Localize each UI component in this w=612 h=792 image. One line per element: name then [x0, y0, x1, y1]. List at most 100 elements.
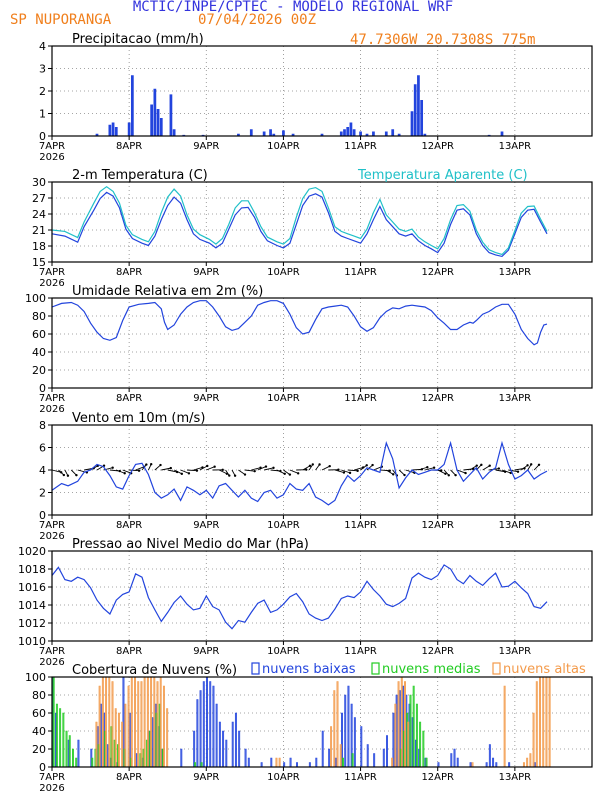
pressure-xtick-label: 7APR	[39, 646, 65, 657]
clouds-ytick-label: 40	[32, 725, 46, 738]
cloud-bar-high	[391, 757, 394, 768]
cloud-bar-low	[437, 762, 440, 768]
clouds-panel: 0 20 40 60 80 100 7APR 8APR 9APR 10APR 11APR 12APR 1…	[25, 662, 593, 792]
cloud-bar-high	[407, 721, 410, 768]
precip-bar	[108, 124, 112, 136]
precip-bar	[391, 129, 395, 136]
precip-bar	[291, 133, 295, 136]
precip-bar	[111, 122, 115, 136]
wind-arrow	[135, 466, 145, 471]
cloud-bar-mid	[68, 735, 71, 768]
cloud-bar-high	[98, 685, 101, 768]
cloud-bar-high	[143, 676, 146, 768]
precip-ytick-label: 0	[39, 130, 46, 143]
wind-arrow	[129, 469, 140, 472]
wind-arrow-head	[305, 468, 308, 471]
wind-arrow-head	[403, 473, 406, 477]
cloud-legend-swatch-mid	[371, 662, 380, 675]
wind-arrow	[167, 469, 178, 473]
precip-ytick-label: 4	[39, 40, 46, 53]
cloud-bar-mid	[425, 757, 428, 768]
wind-arrow-head	[187, 472, 191, 475]
wind-arrow	[341, 469, 351, 474]
pressure-ytick-label: 1014	[18, 599, 46, 612]
wind-arrow-head	[480, 463, 483, 467]
cloud-bar-high	[159, 676, 162, 768]
cloud-bar-high	[275, 757, 278, 768]
wind-arrow-head	[464, 471, 467, 475]
rh-panel: 0 20 40 60 80 100 7APR 8APR 9APR 10APR 11APR 12APR 1…	[25, 284, 593, 415]
pressure-xtick-label: 8APR	[116, 646, 142, 657]
cloud-bar-mid	[412, 685, 415, 768]
cloud-bar-high	[127, 685, 130, 768]
precip-bar	[423, 133, 427, 136]
cloud-bar-low	[206, 676, 208, 768]
precip-title: Precipitacao (mm/h)	[72, 32, 204, 47]
wind-arrow	[437, 469, 446, 475]
wind-title: Vento em 10m (m/s)	[72, 411, 205, 426]
rh-xtick-label: 11APR	[344, 393, 377, 404]
cloud-bar-high	[134, 676, 136, 768]
cloud-bar-high	[522, 762, 525, 768]
precip-bar	[272, 133, 276, 136]
precip-bar	[249, 129, 253, 136]
cloud-bar-low	[234, 712, 237, 768]
precip-xtick-label: 12APR	[421, 141, 454, 152]
cloud-bar-low	[77, 739, 80, 768]
precip-bar	[169, 94, 173, 136]
pressure-frame	[51, 550, 593, 642]
rh-frame	[51, 297, 593, 389]
wind-arrow	[424, 467, 435, 471]
precip-year-label: 2026	[39, 152, 64, 163]
wind-arrow-head	[228, 474, 231, 477]
cloud-bar-low	[382, 748, 385, 768]
precip-xtick-label: 9APR	[193, 141, 219, 152]
rh-xtick-label: 10APR	[267, 393, 300, 404]
precip-ytick-label: 1	[39, 108, 46, 121]
wind-ytick-label: 2	[39, 487, 46, 500]
cloud-bar-low	[247, 757, 250, 768]
cloud-bar-low	[373, 753, 376, 768]
wind-arrow	[386, 469, 394, 475]
cloud-bar-high	[471, 762, 474, 768]
wind-arrow-head	[180, 472, 184, 476]
cloud-bar-high	[140, 681, 143, 768]
temp-year-label: 2026	[39, 278, 64, 289]
cloud-bar-low	[196, 699, 199, 768]
cloud-bar-high	[105, 676, 108, 768]
pressure-xtick-label: 9APR	[193, 646, 219, 657]
cloud-bar-low	[199, 690, 202, 768]
clouds-ytick-label: 20	[32, 743, 46, 756]
rh-ytick-label: 100	[25, 292, 46, 305]
cloud-bar-low	[238, 730, 241, 768]
wind-arrow-head	[526, 464, 529, 467]
cloud-bar-high	[400, 676, 403, 768]
wind-arrow-head	[371, 463, 374, 467]
temp-xtick-label: 9APR	[193, 267, 219, 278]
wind-arrow-head	[213, 465, 216, 468]
precip-xtick-label: 10APR	[267, 141, 300, 152]
cloud-bar-mid	[422, 730, 425, 768]
wind-arrow	[199, 465, 208, 471]
cloud-bar-low	[456, 757, 459, 768]
wind-ytick-label: 0	[39, 509, 46, 522]
precip-frame	[51, 45, 593, 137]
cloud-bar-high	[339, 744, 342, 768]
precip-bar	[172, 129, 176, 136]
precip-bar	[349, 122, 353, 136]
rh-year-label: 2026	[39, 404, 64, 415]
cloud-bar-mid	[351, 753, 354, 768]
temp-xtick-label: 10APR	[267, 267, 300, 278]
cloud-bar-low	[315, 757, 318, 768]
rh-series-line	[51, 300, 548, 346]
wind-arrow-head	[123, 472, 126, 475]
wind-series-line	[51, 440, 548, 506]
wind-arrow-head	[392, 473, 395, 476]
wind-arrow	[154, 464, 161, 471]
wind-arrow-head	[149, 463, 153, 466]
temp-series-line	[51, 185, 548, 256]
wind-arrow	[521, 464, 528, 471]
wind-arrow-head	[444, 472, 447, 476]
temp-ytick-label: 21	[32, 224, 46, 237]
precip-bar	[365, 133, 369, 136]
